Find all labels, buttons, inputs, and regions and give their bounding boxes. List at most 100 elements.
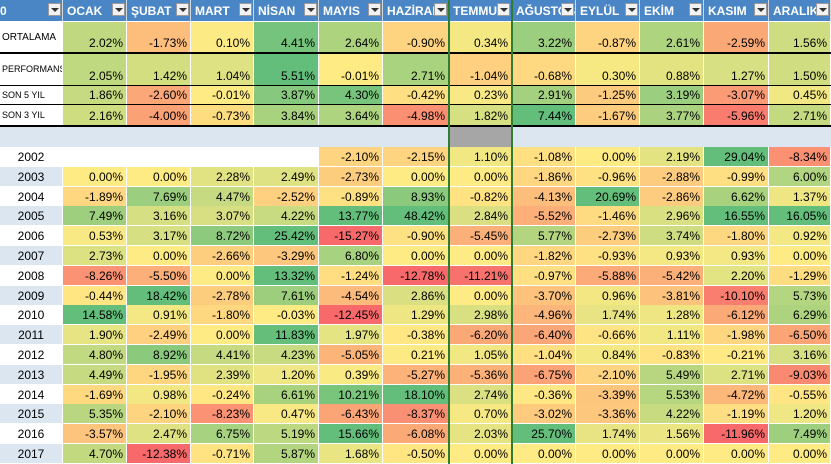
value-cell[interactable]: -6.75% — [512, 364, 576, 385]
value-cell[interactable]: -1.24% — [319, 265, 383, 286]
value-cell[interactable]: -0.96% — [576, 166, 640, 187]
chevron-down-icon[interactable] — [689, 3, 702, 16]
value-cell[interactable]: 48.42% — [383, 206, 449, 227]
value-cell[interactable]: -5.88% — [576, 265, 640, 286]
chevron-down-icon[interactable] — [625, 3, 638, 16]
chevron-down-icon[interactable] — [497, 3, 510, 16]
summary-value-cell[interactable]: -0.42% — [383, 86, 449, 105]
summary-value-cell[interactable]: 0.88% — [640, 53, 704, 86]
value-cell[interactable]: -1.98% — [704, 325, 769, 346]
summary-value-cell[interactable]: -0.01% — [191, 86, 254, 105]
summary-value-cell[interactable]: -2.59% — [704, 22, 769, 53]
year-label[interactable]: 2004 — [0, 186, 63, 207]
summary-value-cell[interactable]: -0.87% — [576, 22, 640, 53]
value-cell[interactable]: -2.15% — [383, 147, 449, 167]
value-cell[interactable]: -1.82% — [512, 246, 576, 266]
value-cell[interactable]: 0.96% — [576, 285, 640, 306]
summary-value-cell[interactable]: 1.04% — [191, 53, 254, 86]
value-cell[interactable]: 0.00% — [191, 325, 254, 346]
summary-value-cell[interactable]: 4.41% — [254, 22, 319, 53]
value-cell[interactable]: 6.29% — [769, 305, 831, 326]
value-cell[interactable]: 0.00% — [512, 444, 576, 464]
value-cell[interactable]: -9.03% — [769, 364, 831, 385]
value-cell[interactable]: -3.70% — [512, 285, 576, 306]
value-cell[interactable]: -0.71% — [191, 444, 254, 464]
value-cell[interactable]: -0.99% — [704, 166, 769, 187]
value-cell[interactable]: 1.28% — [640, 305, 704, 326]
year-label[interactable]: 2011 — [0, 325, 63, 346]
value-cell[interactable]: 7.49% — [63, 206, 127, 227]
value-cell[interactable]: -2.73% — [319, 166, 383, 187]
value-cell[interactable] — [63, 147, 127, 167]
value-cell[interactable]: -6.20% — [449, 325, 512, 346]
value-cell[interactable]: -1.69% — [63, 384, 127, 405]
value-cell[interactable]: 1.10% — [449, 147, 512, 167]
value-cell[interactable]: 0.00% — [576, 444, 640, 464]
value-cell[interactable]: -1.80% — [704, 226, 769, 247]
summary-value-cell[interactable]: -1.25% — [576, 86, 640, 105]
value-cell[interactable]: 1.20% — [769, 404, 831, 425]
value-cell[interactable]: -0.21% — [704, 345, 769, 365]
value-cell[interactable]: -1.86% — [512, 166, 576, 187]
value-cell[interactable]: -5.50% — [127, 265, 191, 286]
summary-value-cell[interactable]: 0.45% — [769, 86, 831, 105]
summary-row-label[interactable]: SON 5 YIL — [0, 86, 63, 105]
value-cell[interactable]: -8.26% — [63, 265, 127, 286]
summary-value-cell[interactable]: -2.60% — [127, 86, 191, 105]
summary-value-cell[interactable]: 2.16% — [63, 105, 127, 126]
value-cell[interactable]: -1.08% — [512, 147, 576, 167]
summary-value-cell[interactable]: 3.84% — [254, 105, 319, 126]
summary-value-cell[interactable]: -5.96% — [704, 105, 769, 126]
value-cell[interactable]: -2.88% — [640, 166, 704, 187]
value-cell[interactable]: -2.52% — [254, 186, 319, 207]
value-cell[interactable]: 13.32% — [254, 265, 319, 286]
value-cell[interactable]: -8.34% — [769, 147, 831, 167]
summary-value-cell[interactable]: 2.91% — [512, 86, 576, 105]
value-cell[interactable]: -2.10% — [576, 364, 640, 385]
column-header-4[interactable]: NİSAN — [254, 0, 319, 22]
value-cell[interactable]: -12.45% — [319, 305, 383, 326]
summary-value-cell[interactable]: 3.22% — [512, 22, 576, 53]
value-cell[interactable]: 1.97% — [319, 325, 383, 346]
value-cell[interactable]: 4.80% — [63, 345, 127, 365]
year-label[interactable]: 2017 — [0, 444, 63, 464]
value-cell[interactable]: -2.10% — [127, 404, 191, 425]
value-cell[interactable]: 8.93% — [383, 186, 449, 207]
value-cell[interactable]: 16.55% — [704, 206, 769, 227]
summary-value-cell[interactable]: -0.73% — [191, 105, 254, 126]
value-cell[interactable]: -0.66% — [576, 325, 640, 346]
value-cell[interactable]: 1.29% — [383, 305, 449, 326]
value-cell[interactable]: 0.00% — [127, 246, 191, 266]
value-cell[interactable]: 0.00% — [449, 166, 512, 187]
year-label[interactable]: 2013 — [0, 364, 63, 385]
value-cell[interactable]: -1.95% — [127, 364, 191, 385]
value-cell[interactable]: 13.77% — [319, 206, 383, 227]
value-cell[interactable]: -2.49% — [127, 325, 191, 346]
summary-value-cell[interactable]: 2.64% — [319, 22, 383, 53]
value-cell[interactable]: -6.43% — [319, 404, 383, 425]
value-cell[interactable]: -5.05% — [319, 345, 383, 365]
value-cell[interactable]: -6.50% — [769, 325, 831, 346]
value-cell[interactable]: -12.38% — [127, 444, 191, 464]
value-cell[interactable]: -4.96% — [512, 305, 576, 326]
value-cell[interactable]: 15.66% — [319, 424, 383, 445]
year-label[interactable]: 2015 — [0, 404, 63, 425]
value-cell[interactable]: 0.98% — [127, 384, 191, 405]
value-cell[interactable]: 0.00% — [63, 166, 127, 187]
value-cell[interactable]: 6.61% — [254, 384, 319, 405]
value-cell[interactable]: 1.56% — [640, 424, 704, 445]
value-cell[interactable]: 5.35% — [63, 404, 127, 425]
value-cell[interactable]: -0.82% — [449, 186, 512, 207]
value-cell[interactable]: -3.29% — [254, 246, 319, 266]
value-cell[interactable]: 1.11% — [640, 325, 704, 346]
year-label[interactable]: 2007 — [0, 246, 63, 266]
value-cell[interactable]: -11.96% — [704, 424, 769, 445]
value-cell[interactable]: 1.05% — [449, 345, 512, 365]
value-cell[interactable]: 20.69% — [576, 186, 640, 207]
column-header-5[interactable]: MAYIS — [319, 0, 383, 22]
value-cell[interactable]: 14.58% — [63, 305, 127, 326]
value-cell[interactable]: -0.90% — [383, 226, 449, 247]
value-cell[interactable]: -4.13% — [512, 186, 576, 207]
value-cell[interactable]: 8.92% — [127, 345, 191, 365]
value-cell[interactable]: 0.84% — [576, 345, 640, 365]
